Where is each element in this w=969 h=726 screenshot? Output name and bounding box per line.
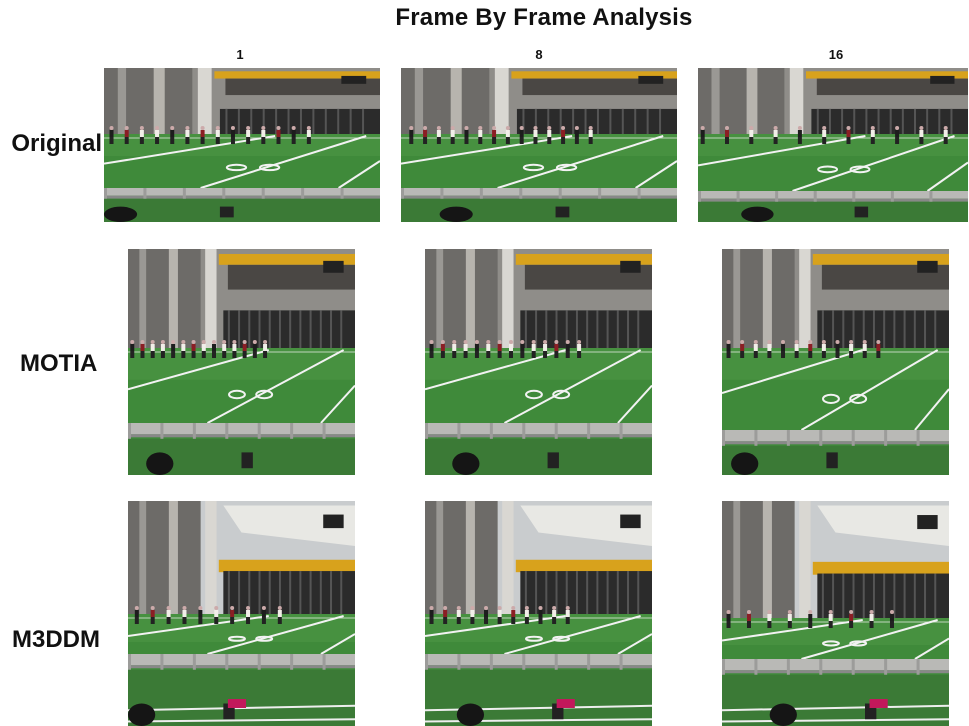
row-label-original: Original xyxy=(11,130,102,157)
column-label-1: 1 xyxy=(236,47,244,62)
m3ddm-frame-8-image xyxy=(425,501,652,726)
m3ddm-frame-1-image xyxy=(128,501,355,726)
row-label-motia: MOTIA xyxy=(20,350,98,377)
m3ddm-frame-8 xyxy=(425,501,652,726)
column-label-8: 8 xyxy=(535,47,543,62)
m3ddm-frame-16 xyxy=(722,501,949,726)
original-frame-8 xyxy=(401,68,677,222)
motia-frame-1 xyxy=(128,249,355,475)
original-frame-16 xyxy=(698,68,968,222)
motia-frame-8-image xyxy=(425,249,652,475)
original-frame-1 xyxy=(104,68,380,222)
motia-frame-1-image xyxy=(128,249,355,475)
row-label-m3ddm: M3DDM xyxy=(12,626,100,653)
original-frame-16-image xyxy=(698,68,968,222)
original-frame-1-image xyxy=(104,68,380,222)
figure-title: Frame By Frame Analysis xyxy=(395,4,693,31)
original-frame-8-image xyxy=(401,68,677,222)
column-label-16: 16 xyxy=(828,47,844,62)
motia-frame-8 xyxy=(425,249,652,475)
motia-frame-16-image xyxy=(722,249,949,475)
m3ddm-frame-16-image xyxy=(722,501,949,726)
m3ddm-frame-1 xyxy=(128,501,355,726)
motia-frame-16 xyxy=(722,249,949,475)
